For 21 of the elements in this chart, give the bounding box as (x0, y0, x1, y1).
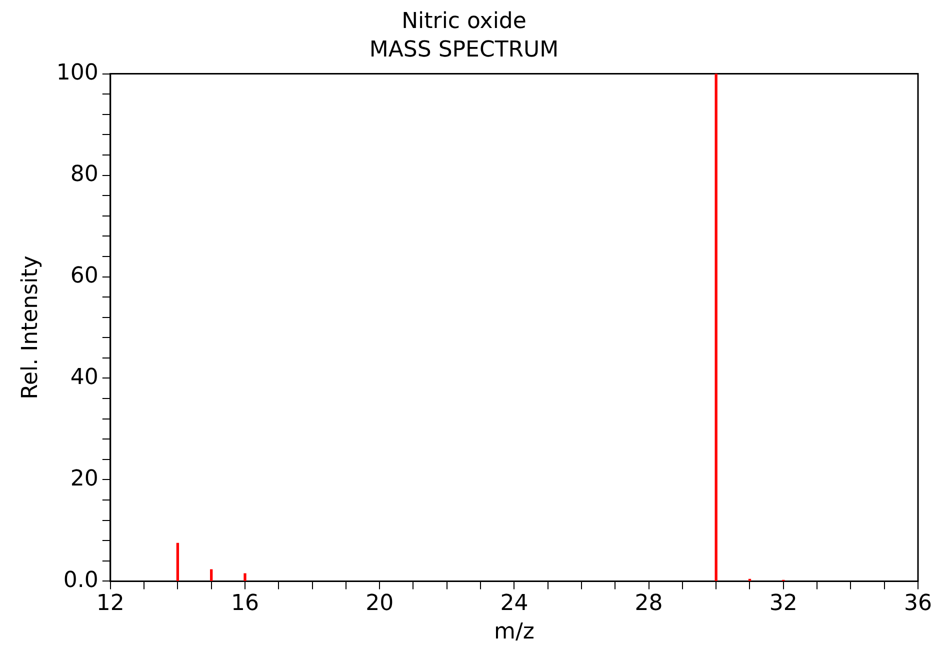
y-tick-label: 20 (70, 466, 98, 492)
bar (244, 573, 246, 582)
x-tick-label: 20 (366, 591, 394, 616)
y-tick-label: 40 (70, 364, 98, 390)
x-tick-label: 36 (904, 591, 932, 616)
x-tick-label: 32 (769, 591, 798, 616)
x-tick-label: 16 (230, 591, 259, 616)
bar (176, 542, 180, 582)
chart-subtitle: MASS SPECTRUM (369, 37, 559, 62)
chart-title: Nitric oxide (402, 8, 526, 34)
y-tick-label: 100 (56, 60, 98, 86)
y-axis-title: Rel. Intensity (18, 256, 43, 400)
y-tick-label: 0.0 (63, 568, 98, 593)
y-tick-label: 80 (70, 162, 98, 187)
x-tick-label: 12 (96, 591, 124, 616)
bar (210, 569, 213, 582)
bar (714, 74, 718, 582)
x-tick-label: 24 (500, 591, 528, 616)
x-axis-title: m/z (494, 620, 534, 645)
x-tick-label: 28 (634, 591, 663, 616)
y-tick-label: 60 (70, 263, 98, 288)
